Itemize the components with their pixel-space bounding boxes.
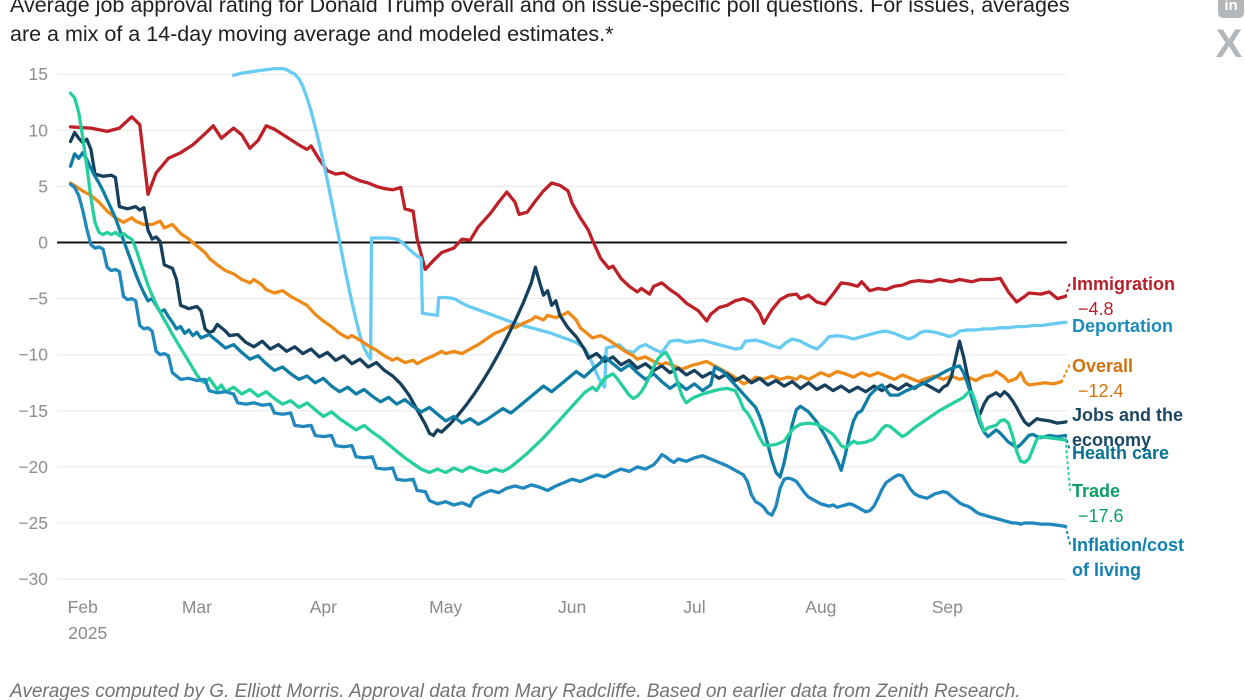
series-line-overall	[68, 181, 1064, 387]
chart-title-line1: Average job approval rating for Donald T…	[10, 0, 1070, 17]
linkedin-share-icon[interactable]: in	[1218, 0, 1244, 18]
x-axis-tick-label: Jun	[558, 597, 586, 617]
y-axis-tick-label: −25	[18, 513, 48, 533]
series-line-trade	[68, 91, 1068, 475]
leader-line-health_care	[1064, 434, 1071, 452]
series-line-health_care	[68, 151, 1068, 479]
x-axis-tick-label: Apr	[310, 597, 337, 617]
source-caption: Averages computed by G. Elliott Morris. …	[10, 681, 1021, 700]
chart-title-line2: are a mix of a 14-day moving average and…	[10, 22, 614, 46]
leader-line-immigration	[1064, 282, 1071, 298]
linkedin-icon-glyph: in	[1224, 0, 1238, 14]
y-axis-tick-label: 0	[38, 233, 48, 253]
y-axis-tick-label: 10	[29, 120, 49, 140]
y-axis-tick-label: 15	[29, 64, 48, 84]
y-axis-tick-label: −5	[28, 289, 48, 309]
leader-line-jobs	[1064, 418, 1071, 424]
x-axis-tick-label: Sep	[932, 597, 963, 617]
x-axis-tick-label: Aug	[805, 597, 836, 617]
y-axis-tick-label: −10	[18, 345, 48, 365]
series-line-immigration	[68, 115, 1068, 325]
chart-title: Average job approval rating for Donald T…	[10, 0, 1200, 49]
y-axis-tick-label: 5	[38, 176, 48, 196]
leader-line-overall	[1060, 363, 1071, 383]
y-axis-tick-label: −30	[18, 569, 48, 589]
series-line-jobs	[68, 130, 1068, 438]
x-axis-tick-label: May	[429, 597, 462, 617]
series-line-deportation	[231, 66, 1068, 389]
x-icon-glyph: X	[1215, 22, 1243, 66]
x-twitter-share-icon[interactable]: X	[1213, 24, 1245, 64]
y-axis-tick-label: −15	[18, 401, 48, 421]
x-axis-tick-label: Feb	[68, 597, 98, 617]
leader-line-deportation	[1064, 321, 1071, 325]
series-line-inflation	[68, 182, 1068, 529]
x-axis-tick-label: Jul	[683, 597, 705, 617]
leader-line-inflation	[1064, 525, 1071, 545]
y-axis-tick-label: −20	[18, 457, 48, 477]
x-axis-year-label: 2025	[68, 623, 107, 643]
x-axis-tick-label: Mar	[182, 597, 212, 617]
